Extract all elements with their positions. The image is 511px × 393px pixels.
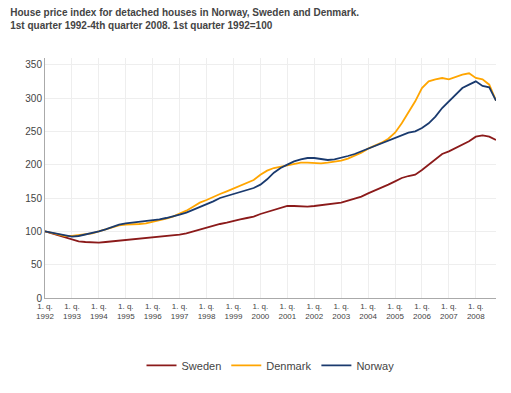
svg-text:1. q.1999: 1. q.1999 <box>225 302 243 321</box>
svg-text:1. q.2007: 1. q.2007 <box>440 302 458 321</box>
svg-text:1. q.2008: 1. q.2008 <box>467 302 485 321</box>
svg-text:1. q.1996: 1. q.1996 <box>144 302 162 321</box>
svg-text:House price index for detached: House price index for detached houses in… <box>10 7 359 31</box>
svg-text:300: 300 <box>25 93 42 104</box>
svg-text:1. q.1998: 1. q.1998 <box>198 302 216 321</box>
svg-text:1. q.1994: 1. q.1994 <box>90 302 108 321</box>
svg-text:150: 150 <box>25 193 42 204</box>
svg-text:1. q.2000: 1. q.2000 <box>252 302 270 321</box>
svg-text:Sweden: Sweden <box>182 360 222 372</box>
svg-text:1. q.2001: 1. q.2001 <box>278 302 296 321</box>
svg-text:1. q.2004: 1. q.2004 <box>359 302 377 321</box>
svg-text:1. q.2006: 1. q.2006 <box>413 302 431 321</box>
svg-text:1. q.1993: 1. q.1993 <box>63 302 81 321</box>
svg-text:350: 350 <box>25 59 42 70</box>
svg-text:100: 100 <box>25 226 42 237</box>
svg-text:1. q.1995: 1. q.1995 <box>117 302 135 321</box>
svg-text:1. q.1997: 1. q.1997 <box>171 302 189 321</box>
svg-text:Norway: Norway <box>356 360 394 372</box>
svg-text:1. q.1992: 1. q.1992 <box>36 302 54 321</box>
svg-text:1. q.2003: 1. q.2003 <box>332 302 350 321</box>
svg-text:250: 250 <box>25 126 42 137</box>
svg-text:1. q.2005: 1. q.2005 <box>386 302 404 321</box>
svg-text:0: 0 <box>36 293 42 304</box>
svg-text:200: 200 <box>25 159 42 170</box>
svg-text:Denmark: Denmark <box>266 360 311 372</box>
svg-text:50: 50 <box>31 259 43 270</box>
svg-text:1. q.2002: 1. q.2002 <box>305 302 323 321</box>
